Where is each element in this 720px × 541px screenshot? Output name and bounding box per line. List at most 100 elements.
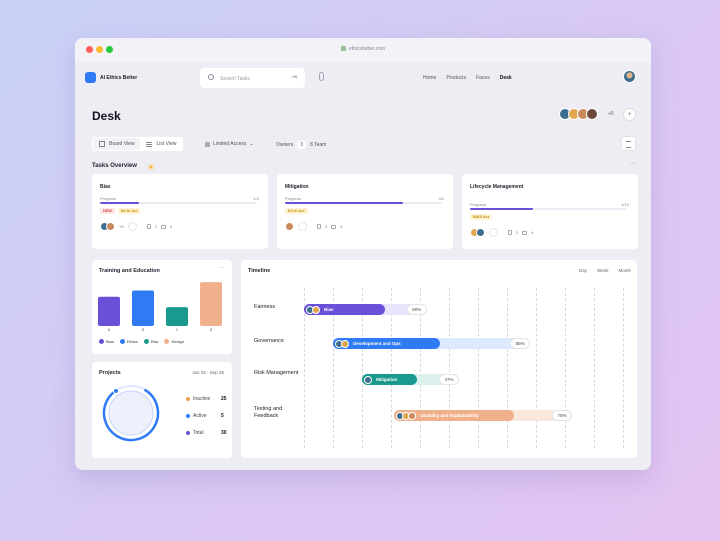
stat-dot [186,431,190,435]
progress-fill [100,202,140,204]
timeline-bar[interactable]: Bias 60% [304,304,427,315]
legend-swatch [143,339,149,344]
stat-value: 30 [221,430,227,436]
timeline-title: Timeline [248,268,271,274]
browser-titlebar: ethicsbetter.com [75,38,651,62]
filter-button[interactable] [621,136,636,151]
avatar [312,305,320,314]
bar-a[interactable] [98,296,120,326]
app-name: AI Ethics Better [100,75,138,81]
url-text: ethicsbetter.com [348,46,386,52]
app-logo-icon [85,72,96,83]
bar-avatars [396,411,417,420]
app-window: ethicsbetter.com AI Ethics Better Search… [75,38,651,470]
timeline-row-label: Risk Management [254,370,299,376]
timeline-bar-percent: 60% [406,304,427,315]
progress-value: 1/4 [253,196,259,201]
tasks-overview-title: Tasks Overview [92,163,137,169]
timeline-bar[interactable]: Usability and Explainability 75% [394,410,573,421]
microphone-icon[interactable] [319,72,324,81]
timeline-bar[interactable]: Development and Ops 55% [333,338,531,349]
enter-icon[interactable]: ⇥ [291,74,297,81]
tab-month[interactable]: Month [618,268,631,273]
legend-item: Risk [143,339,159,344]
grid-line [507,288,508,448]
owners-count: 3 [297,141,307,149]
document-icon [508,230,512,235]
grid-line [536,288,537,448]
team-more-count[interactable]: +5 [608,111,614,117]
minimize-window-button[interactable] [96,46,103,53]
grid-line [623,288,624,448]
timeline-bar[interactable]: Mitigation 47% [362,374,460,385]
progress-value: 3/4 [438,196,444,201]
bar-tick-labels: a b c d [98,327,226,333]
grid-line [333,288,334,448]
task-card[interactable]: Bias Progress 1/4 NEW Ed AI Act +6 2 4 [92,174,268,249]
timeline-bar-percent: 47% [439,374,460,385]
training-title: Training and Education [99,268,160,274]
task-name: Lifecycle Management [470,184,524,190]
team-avatars[interactable] [559,108,598,120]
close-window-button[interactable] [86,46,93,53]
comment-icon [331,224,337,229]
comments-count: 4 [169,224,173,229]
board-view-button[interactable]: Board View [93,138,141,150]
owners-label: Owners [276,142,294,148]
add-assignee-button[interactable] [489,228,498,237]
task-name: Bias [100,184,111,190]
legend-item: Bias [99,339,114,344]
address-bar[interactable]: ethicsbetter.com [75,46,651,52]
more-icon[interactable]: ··· [629,160,636,167]
task-tag: BIAS Act [470,214,493,220]
task-tags: Ed AI Act [285,208,308,214]
owners-info[interactable]: Owners 3 8 Team [276,141,326,149]
timeline-bar-label: Bias [324,307,334,312]
stat-row: Inactive 25 [186,396,227,402]
legend-label: Risk [150,339,159,344]
bar-d[interactable] [200,282,222,326]
timeline-bar-progress [304,304,385,315]
list-view-button[interactable]: List View [140,138,182,150]
timeline-bar-label: Mitigation [376,377,398,382]
nav-desk[interactable]: Desk [499,75,512,81]
projects-date-range[interactable]: Jan 25 - Sep 25 [192,370,224,375]
bar-avatars [364,375,373,384]
nav-faces[interactable]: Faces [476,75,490,81]
add-member-button[interactable]: + [623,108,636,121]
grid-line [478,288,479,448]
more-icon[interactable]: ··· [218,265,224,271]
progress-fill [285,202,403,204]
page-title: Desk [92,109,121,123]
toolbar: Board View List View Limited Access ⌄ Ow… [92,136,636,151]
project-stats: Inactive 25 Active 5 Total 30 [186,396,227,447]
chart-legend: Bias Ethics Risk Design [99,339,184,344]
access-dropdown[interactable]: Limited Access ⌄ [205,141,254,147]
projects-donut-chart [102,384,160,442]
user-avatar[interactable] [623,70,636,83]
progress-bar [100,202,257,204]
task-footer: +6 2 4 [100,222,172,231]
task-card[interactable]: Mitigation Progress 3/4 Ed AI Act 2 4 [277,174,453,249]
stat-row: Active 5 [186,413,227,419]
nav-products[interactable]: Products [446,75,467,81]
add-assignee-button[interactable] [298,222,307,231]
maximize-window-button[interactable] [106,46,113,53]
grid-line [362,288,363,448]
task-card[interactable]: Lifecycle Management Progress 4/10 BIAS … [462,174,638,249]
add-assignee-button[interactable] [127,222,137,231]
bar-b[interactable] [132,290,154,326]
search-input[interactable]: Search Tasks ⇥ [200,68,305,88]
search-placeholder: Search Tasks [220,75,250,82]
docs-count: 2 [154,224,157,229]
tab-week[interactable]: Week [597,268,609,273]
stat-label: Active [193,413,207,419]
more-assignees: +6 [119,224,124,229]
search-icon [208,74,214,80]
tab-day[interactable]: Day [579,268,588,273]
timeline-bar-label: Usability and Explainability [420,413,479,418]
nav-home[interactable]: Home [423,75,437,81]
task-name: Mitigation [285,184,309,190]
training-bar-chart [98,282,222,326]
bar-c[interactable] [166,307,188,326]
